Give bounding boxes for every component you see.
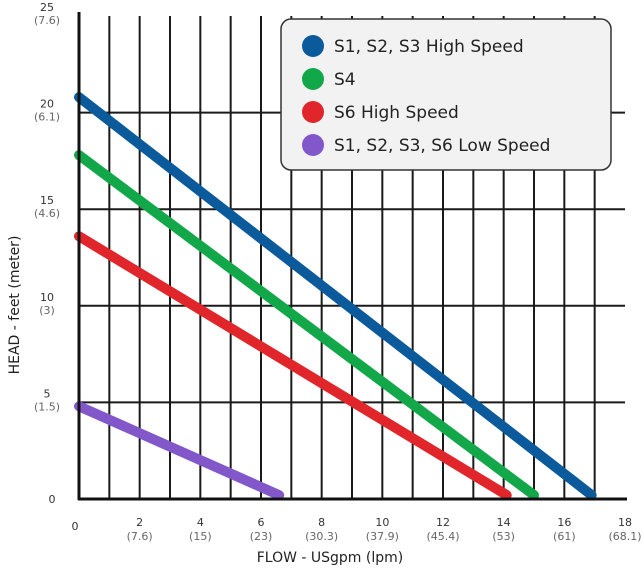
x-tick-sublabel: (53) (492, 530, 515, 543)
y-tick-sublabel: (1.5) (34, 400, 60, 413)
x-axis-title: FLOW - USgpm (lpm) (257, 550, 404, 566)
y-tick-label: 0 (49, 493, 56, 506)
series-line (74, 401, 285, 501)
y-tick-sublabel: (6.1) (34, 111, 60, 124)
x-tick-label: 18 (618, 516, 632, 529)
x-tick-sublabel: (37.9) (366, 530, 399, 543)
y-tick-sublabel: (7.6) (34, 14, 60, 27)
y-tick-label: 25 (40, 1, 54, 14)
x-tick-sublabel: (23) (250, 530, 273, 543)
legend-marker (302, 68, 324, 90)
x-tick-sublabel: (7.6) (127, 530, 153, 543)
legend-label: S4 (334, 70, 356, 90)
legend-label: S1, S2, S3, S6 Low Speed (334, 136, 550, 156)
x-tick-label: 4 (197, 516, 204, 529)
series-lines (74, 92, 597, 501)
series-line (74, 92, 597, 501)
y-tick-sublabel: (3) (39, 304, 55, 317)
x-tick-label: 8 (318, 516, 325, 529)
y-tick-label: 20 (40, 98, 54, 111)
x-tick-label: 0 (72, 520, 79, 533)
x-tick-label: 12 (436, 516, 450, 529)
x-tick-sublabel: (15) (189, 530, 212, 543)
x-tick-sublabel: (68.1) (608, 530, 641, 543)
legend-marker (302, 101, 324, 123)
x-tick-label: 16 (557, 516, 571, 529)
series-line (74, 150, 539, 501)
tick-labels: 0 2(7.6)4(15)6(23)8(30.3)10(37.9)12(45.4)… (34, 1, 642, 543)
y-axis-title: HEAD - feet (meter) (7, 236, 23, 375)
legend-marker (302, 134, 324, 156)
legend: S1, S2, S3 High Speed S4 S6 High Speed S1, … (280, 18, 612, 171)
legend-label: S1, S2, S3 High Speed (334, 37, 524, 57)
y-tick-label: 5 (44, 387, 51, 400)
x-tick-sublabel: (30.3) (305, 530, 338, 543)
x-tick-sublabel: (45.4) (426, 530, 459, 543)
series-line (74, 231, 512, 501)
legend-marker (302, 35, 324, 57)
x-tick-label: 10 (375, 516, 389, 529)
x-tick-label: 6 (258, 516, 265, 529)
x-tick-label: 14 (497, 516, 511, 529)
x-tick-label: 2 (136, 516, 143, 529)
y-tick-label: 15 (40, 194, 54, 207)
axes (77, 12, 627, 501)
legend-label: S6 High Speed (334, 103, 459, 123)
y-tick-sublabel: (4.6) (34, 207, 60, 220)
x-tick-sublabel: (61) (553, 530, 576, 543)
legend-box (280, 18, 612, 171)
y-tick-label: 10 (40, 291, 54, 304)
